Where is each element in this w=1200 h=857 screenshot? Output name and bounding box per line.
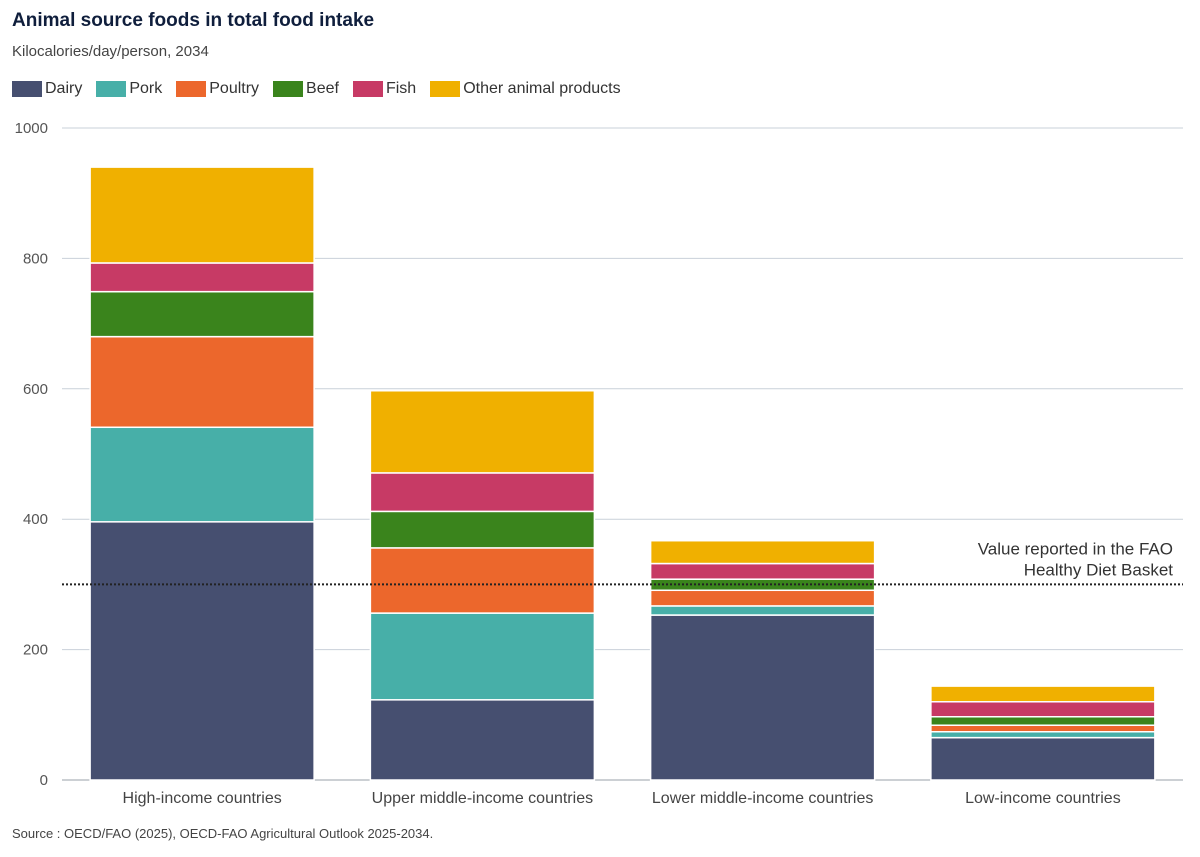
- bar-lower-middle-income-countries-fish[interactable]: [649, 562, 876, 580]
- chart-title: Animal source foods in total food intake: [12, 10, 375, 31]
- bar-lower-middle-income-countries-other-animal-products[interactable]: [649, 539, 876, 565]
- legend-label-fish: Fish: [385, 80, 417, 97]
- y-tick-label-200: 200: [23, 642, 48, 659]
- bar-upper-middle-income-countries-other-animal-products[interactable]: [369, 390, 596, 474]
- y-tick-label-400: 400: [23, 511, 48, 528]
- legend-label-dairy: Dairy: [45, 80, 83, 97]
- bar-low-income-countries-poultry[interactable]: [930, 724, 1156, 733]
- y-tick-label-600: 600: [23, 381, 48, 398]
- y-tick-label-800: 800: [23, 250, 48, 267]
- legend: Dairy Pork Poultry Beef Fish Other anima…: [12, 80, 635, 98]
- bar-low-income-countries-fish[interactable]: [930, 701, 1156, 718]
- bar-high-income-countries-pork[interactable]: [89, 426, 315, 523]
- bar-low-income-countries-other-animal-products[interactable]: [930, 685, 1156, 703]
- legend-item-beef[interactable]: Beef: [273, 80, 339, 98]
- legend-item-pork[interactable]: Pork: [96, 80, 162, 98]
- bar-high-income-countries-fish[interactable]: [89, 262, 315, 293]
- legend-swatch-dairy: [12, 81, 42, 97]
- legend-swatch-fish: [352, 81, 383, 97]
- legend-item-fish[interactable]: Fish: [352, 80, 417, 98]
- bar-low-income-countries-beef[interactable]: [930, 716, 1156, 726]
- legend-swatch-poultry: [176, 81, 207, 97]
- source-note: Source : OECD/FAO (2025), OECD-FAO Agric…: [12, 826, 434, 841]
- legend-swatch-beef: [273, 81, 304, 97]
- x-tick-label-low-income-countries: Low-income countries: [965, 790, 1121, 807]
- x-tick-label-lower-middle-income-countries: Lower middle-income countries: [652, 790, 873, 807]
- y-tick-label-0: 0: [40, 772, 48, 789]
- legend-label-beef: Beef: [306, 80, 339, 97]
- bar-upper-middle-income-countries-dairy[interactable]: [369, 699, 596, 781]
- bar-low-income-countries-dairy[interactable]: [930, 736, 1156, 781]
- bar-upper-middle-income-countries-pork[interactable]: [369, 612, 596, 701]
- legend-item-other-animal-products[interactable]: Other animal products: [430, 80, 621, 98]
- bar-upper-middle-income-countries-beef[interactable]: [369, 510, 596, 549]
- bar-upper-middle-income-countries-poultry[interactable]: [369, 547, 596, 614]
- bar-high-income-countries-beef[interactable]: [89, 290, 315, 338]
- chart-subtitle: Kilocalories/day/person, 2034: [12, 43, 209, 60]
- bar-lower-middle-income-countries-pork[interactable]: [649, 605, 876, 616]
- legend-label-pork: Pork: [129, 80, 163, 97]
- reference-line-label-1: Value reported in the FAO: [978, 539, 1173, 558]
- bar-high-income-countries-poultry[interactable]: [89, 335, 315, 429]
- bar-high-income-countries-other-animal-products[interactable]: [89, 166, 315, 264]
- bar-upper-middle-income-countries-fish[interactable]: [369, 472, 596, 513]
- bar-lower-middle-income-countries-dairy[interactable]: [649, 614, 876, 781]
- legend-label-poultry: Poultry: [209, 80, 260, 97]
- x-tick-label-high-income-countries: High-income countries: [123, 790, 282, 807]
- bar-low-income-countries-pork[interactable]: [930, 731, 1156, 739]
- legend-swatch-other-animal-products: [430, 81, 461, 97]
- x-tick-label-upper-middle-income-countries: Upper middle-income countries: [372, 790, 593, 807]
- bar-lower-middle-income-countries-poultry[interactable]: [649, 589, 876, 607]
- bar-high-income-countries-dairy[interactable]: [89, 521, 315, 781]
- legend-item-dairy[interactable]: Dairy: [12, 80, 82, 98]
- legend-swatch-pork: [96, 81, 127, 97]
- legend-label-other-animal-products: Other animal products: [463, 80, 621, 97]
- reference-line-label-2: Healthy Diet Basket: [1024, 560, 1174, 579]
- y-tick-label-1000: 1000: [15, 120, 48, 137]
- legend-item-poultry[interactable]: Poultry: [176, 80, 259, 98]
